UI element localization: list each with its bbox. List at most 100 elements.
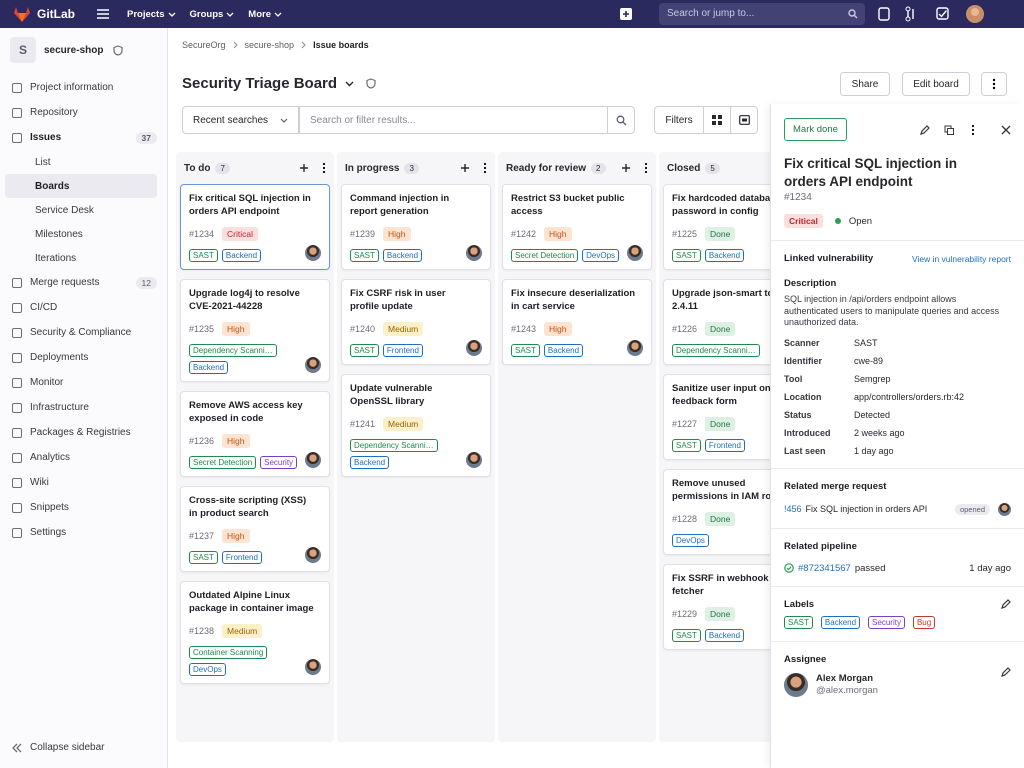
nav-item[interactable]: More xyxy=(248,9,282,20)
collapse-sidebar[interactable]: Collapse sidebar xyxy=(0,735,115,760)
sidebar-item[interactable]: Merge requests 12 xyxy=(0,270,167,295)
issue-id: #1229 xyxy=(672,609,698,619)
nav-item[interactable]: Projects xyxy=(127,9,176,20)
card-title: Command injection in report generation xyxy=(350,193,450,217)
new-icon[interactable] xyxy=(620,8,632,20)
sidebar-item[interactable]: Analytics xyxy=(0,445,167,470)
sidebar-subitem[interactable]: Boards xyxy=(5,174,157,198)
sidebar-icon xyxy=(12,452,22,463)
card-labels: Secret Detection DevOps xyxy=(511,249,629,262)
search-box[interactable]: Search or jump to... xyxy=(659,3,865,25)
issue-card[interactable]: Fix insecure deserialization in cart ser… xyxy=(502,279,652,365)
kebab-icon[interactable] xyxy=(483,162,487,174)
board-button[interactable]: Share xyxy=(840,72,890,96)
recent-searches[interactable]: Recent searches xyxy=(182,106,299,134)
top-icons[interactable] xyxy=(875,4,985,24)
edit-icon[interactable] xyxy=(1001,598,1011,610)
sidebar-item[interactable]: Monitor xyxy=(0,370,167,395)
issue-card[interactable]: Upgrade log4j to resolve CVE-2021-44228 #… xyxy=(180,279,330,382)
logo[interactable] xyxy=(12,5,32,23)
kebab-icon[interactable] xyxy=(644,162,648,174)
kebab-icon[interactable] xyxy=(971,124,975,136)
mark-done-button[interactable]: Mark done xyxy=(784,118,847,141)
field-label: Tool xyxy=(784,373,803,384)
issue-card[interactable]: Outdated Alpine Linux package in contain… xyxy=(180,581,330,684)
issue-card[interactable]: Remove AWS access key exposed in code #12… xyxy=(180,391,330,477)
labels: SAST Backend Security Bug xyxy=(784,615,1011,629)
sidebar-item[interactable]: Infrastructure xyxy=(0,395,167,420)
breadcrumb-item[interactable]: secure-shop xyxy=(244,40,295,50)
edit-icon[interactable] xyxy=(920,124,930,135)
label: Security xyxy=(260,456,298,469)
sidebar-item[interactable]: Snippets xyxy=(0,495,167,520)
shield-icon xyxy=(366,78,376,89)
more-button[interactable] xyxy=(981,72,1007,96)
link[interactable]: View in vulnerability report xyxy=(911,253,1011,264)
breadcrumb-item[interactable]: Issue boards xyxy=(313,40,369,50)
copy-icon[interactable] xyxy=(944,125,954,135)
breadcrumb-item[interactable]: SecureOrg xyxy=(182,40,226,50)
label: Security xyxy=(868,615,905,629)
panel-icon xyxy=(738,115,750,125)
section-heading: Related merge request xyxy=(784,480,887,492)
layout-button[interactable] xyxy=(730,106,758,134)
search-button[interactable] xyxy=(607,106,635,134)
assignee-avatar xyxy=(305,547,321,563)
sidebar-subitem[interactable]: Service Desk xyxy=(35,204,94,216)
board-list: To do 7 Fix critical SQL injection in orde… xyxy=(176,152,334,742)
sidebar-item[interactable]: Deployments xyxy=(0,345,167,370)
kebab-icon[interactable] xyxy=(322,162,326,174)
pipeline-id[interactable]: #872341567 xyxy=(798,562,851,574)
menu-icon[interactable] xyxy=(97,9,109,19)
filters-button[interactable]: Filters xyxy=(654,106,704,134)
passed-icon-svg xyxy=(784,563,794,573)
filter-input[interactable]: Search or filter results... xyxy=(299,106,608,134)
label: DevOps xyxy=(582,249,620,262)
mr-id[interactable]: !456 xyxy=(784,504,802,514)
sidebar-label: Security & Compliance xyxy=(30,327,132,338)
sidebar-item[interactable]: Packages & Registries xyxy=(0,420,167,445)
chevron xyxy=(233,41,238,49)
edit-icon[interactable] xyxy=(1001,666,1011,677)
sidebar-item[interactable]: Security & Compliance xyxy=(0,320,167,345)
sidebar-item[interactable]: Settings xyxy=(0,520,167,545)
mr-title[interactable]: Fix SQL injection in orders API xyxy=(805,504,928,514)
issue-card[interactable]: Fix CSRF risk in user profile update #124… xyxy=(341,279,491,365)
sidebar-subitem[interactable]: List xyxy=(35,156,51,168)
close-icon[interactable] xyxy=(1001,125,1011,135)
board-title[interactable]: Security Triage Board xyxy=(182,75,338,92)
label: SAST xyxy=(672,439,701,452)
sidebar-subitem[interactable]: Iterations xyxy=(35,252,77,264)
card-title: Update vulnerable OpenSSL library xyxy=(350,383,433,407)
fields: Scanner SAST Identifier cwe-89 Tool Semgrep Lo… xyxy=(784,338,1011,456)
nav-item[interactable]: Groups xyxy=(190,9,235,20)
badge: Medium xyxy=(222,624,263,638)
project-header[interactable]: S secure-shop xyxy=(0,28,167,72)
issue-card[interactable]: Command injection in report generation #1… xyxy=(341,184,491,270)
label: SAST xyxy=(350,344,379,357)
add-icon[interactable] xyxy=(621,163,631,173)
recent-label: Recent searches xyxy=(193,114,269,126)
caret[interactable] xyxy=(345,81,354,87)
list-name: To do xyxy=(184,162,211,174)
sidebar-item[interactable]: Wiki xyxy=(0,470,167,495)
issue-card[interactable]: Update vulnerable OpenSSL library #1241 Me… xyxy=(341,374,491,477)
sidebar-item[interactable]: Project information xyxy=(0,75,167,100)
view-button[interactable] xyxy=(703,106,731,134)
add-icon[interactable] xyxy=(460,163,470,173)
sidebar-item[interactable]: Issues 37 xyxy=(0,125,167,150)
brand[interactable]: GitLab xyxy=(37,7,75,21)
list-count: 5 xyxy=(705,162,720,174)
issue-card[interactable]: Cross-site scripting (XSS) in product se… xyxy=(180,486,330,572)
card-labels: SAST Frontend xyxy=(189,551,307,564)
issue-card[interactable]: Restrict S3 bucket public access #1242 Hig… xyxy=(502,184,652,270)
issue-card[interactable]: Fix critical SQL injection in orders API… xyxy=(180,184,330,270)
assignee-avatar xyxy=(466,340,482,356)
card-title: Upgrade log4j to resolve CVE-2021-44228 xyxy=(189,288,300,312)
caret-svg xyxy=(168,12,175,17)
sidebar-item[interactable]: CI/CD xyxy=(0,295,167,320)
sidebar-subitem[interactable]: Milestones xyxy=(35,228,83,240)
add-icon[interactable] xyxy=(299,163,309,173)
board-button[interactable]: Edit board xyxy=(902,72,970,96)
sidebar-item[interactable]: Repository xyxy=(0,100,167,125)
